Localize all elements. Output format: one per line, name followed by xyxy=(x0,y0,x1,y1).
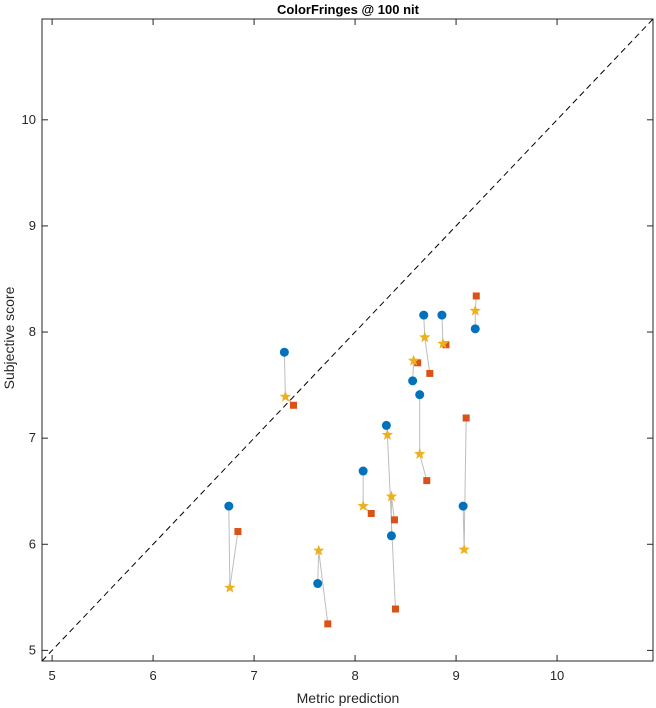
circle-point xyxy=(458,501,468,511)
x-tick-label: 7 xyxy=(250,668,257,683)
x-tick-label: 9 xyxy=(452,668,459,683)
star-point xyxy=(437,337,449,349)
circle-point xyxy=(408,376,418,386)
star-point xyxy=(469,304,481,316)
square-point xyxy=(367,509,375,517)
star-point xyxy=(458,543,470,555)
circle-point xyxy=(313,579,323,589)
circle-point xyxy=(419,310,429,320)
star-point xyxy=(224,581,236,593)
star-point xyxy=(381,428,394,440)
square-point xyxy=(234,528,242,536)
circle-point xyxy=(415,390,425,400)
x-axis-label: Metric prediction xyxy=(297,690,400,706)
y-tick-label: 5 xyxy=(29,642,36,657)
square-point xyxy=(289,401,297,409)
circle-point xyxy=(224,501,234,511)
x-tick-label: 8 xyxy=(351,668,358,683)
circle-point xyxy=(358,466,368,476)
y-tick-label: 9 xyxy=(29,218,36,233)
x-tick-label: 5 xyxy=(48,668,55,683)
x-tick-label: 6 xyxy=(149,668,156,683)
square-point xyxy=(426,369,434,377)
circle-point xyxy=(437,310,447,320)
y-tick-label: 8 xyxy=(29,324,36,339)
star-point xyxy=(407,354,420,366)
star-point xyxy=(419,331,431,343)
y-axis-label: Subjective score xyxy=(1,286,17,389)
circle-point xyxy=(386,531,396,541)
star-point xyxy=(279,390,292,402)
star-point xyxy=(357,500,369,511)
square-point xyxy=(462,414,470,422)
circle-point xyxy=(381,420,391,430)
square-point xyxy=(390,516,398,524)
star-point xyxy=(385,490,398,502)
square-point xyxy=(391,605,399,613)
circle-point xyxy=(470,324,480,334)
square-point xyxy=(414,359,422,367)
identity-reference-line xyxy=(41,18,654,662)
square-point xyxy=(324,620,332,628)
square-point xyxy=(472,292,480,300)
x-tick-label: 10 xyxy=(550,668,564,683)
chart-title: ColorFringes @ 100 nit xyxy=(277,2,420,17)
star-point xyxy=(313,544,325,556)
square-point xyxy=(423,477,431,485)
y-tick-label: 7 xyxy=(29,430,36,445)
y-tick-label: 6 xyxy=(29,536,36,551)
square-point xyxy=(442,341,450,349)
y-tick-label: 10 xyxy=(22,112,36,127)
circle-point xyxy=(279,347,289,357)
star-point xyxy=(414,448,426,459)
